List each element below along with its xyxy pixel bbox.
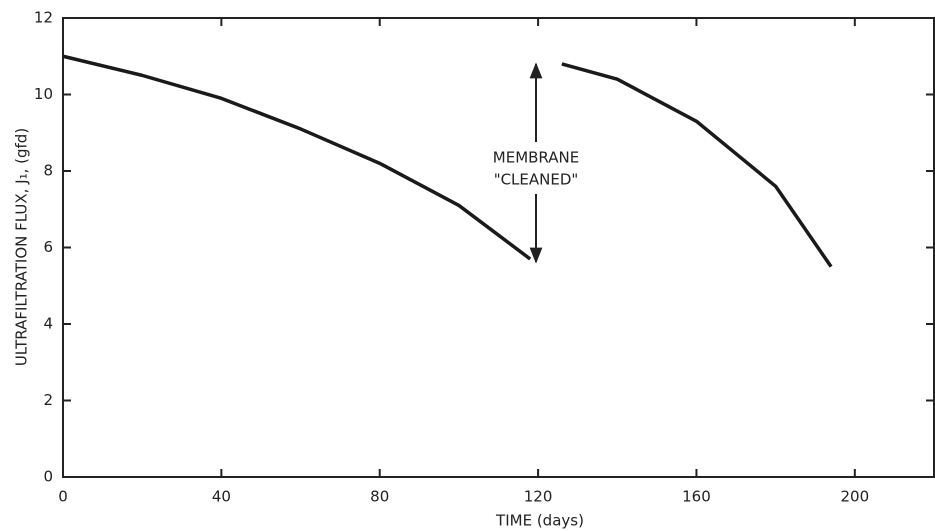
- x-tick-label: 160: [682, 488, 711, 506]
- y-tick-label: 8: [43, 162, 53, 180]
- x-axis-label: TIME (days): [495, 512, 584, 530]
- x-tick-label: 0: [58, 488, 68, 506]
- y-tick-label: 0: [43, 468, 53, 486]
- y-tick-label: 12: [34, 9, 53, 27]
- y-tick-label: 4: [43, 315, 53, 333]
- x-tick-label: 80: [370, 488, 389, 506]
- annotation: MEMBRANE: [493, 149, 579, 167]
- x-tick-label: 40: [212, 488, 231, 506]
- plot-frame: [63, 18, 934, 477]
- chart: TIME (days) ULTRAFILTRATION FLUX, J₁, (g…: [0, 0, 935, 531]
- y-tick-label: 2: [43, 391, 53, 409]
- x-tick-label: 120: [524, 488, 553, 506]
- y-tick-label: 10: [34, 85, 53, 103]
- y-tick-label: 6: [43, 238, 53, 256]
- data-line: [63, 56, 831, 266]
- y-axis-label: ULTRAFILTRATION FLUX, J₁, (gfd): [13, 128, 31, 366]
- annotation: "CLEANED": [494, 171, 579, 189]
- x-tick-label: 200: [840, 488, 869, 506]
